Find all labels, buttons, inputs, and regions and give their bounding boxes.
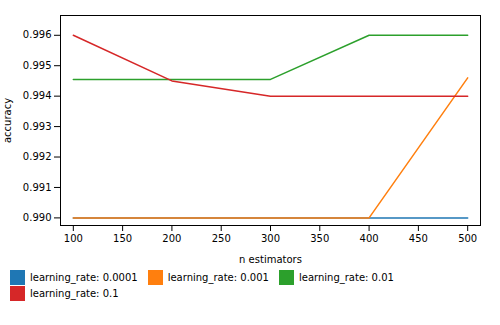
svg-text:350: 350	[310, 233, 329, 244]
svg-text:200: 200	[162, 233, 181, 244]
html-text:learning_rate: 0.01: learning_rate: 0.01	[299, 271, 394, 283]
html-text:learning_rate: 0.001: learning_rate: 0.001	[167, 271, 269, 283]
svg-text:450: 450	[409, 233, 428, 244]
svg-text:0.991: 0.991	[23, 182, 52, 193]
svg-text:150: 150	[113, 233, 132, 244]
html-text:learning_rate: 0.0001: learning_rate: 0.0001	[30, 271, 138, 283]
svg-text:n estimators: n estimators	[239, 254, 302, 265]
svg-text:0.994: 0.994	[23, 90, 52, 101]
svg-text:0.993: 0.993	[23, 121, 52, 132]
html-text:learning_rate: 0.1: learning_rate: 0.1	[30, 288, 119, 300]
svg-text:accuracy: accuracy	[2, 98, 13, 143]
svg-text:0.992: 0.992	[23, 151, 52, 162]
svg-text:0.995: 0.995	[23, 60, 52, 71]
svg-text:500: 500	[458, 233, 477, 244]
svg-text:0.996: 0.996	[23, 29, 52, 40]
svg-text:300: 300	[261, 233, 280, 244]
svg-text:0.990: 0.990	[23, 212, 52, 223]
svg-text:100: 100	[64, 233, 83, 244]
svg-text:400: 400	[360, 233, 379, 244]
svg-text:250: 250	[212, 233, 231, 244]
